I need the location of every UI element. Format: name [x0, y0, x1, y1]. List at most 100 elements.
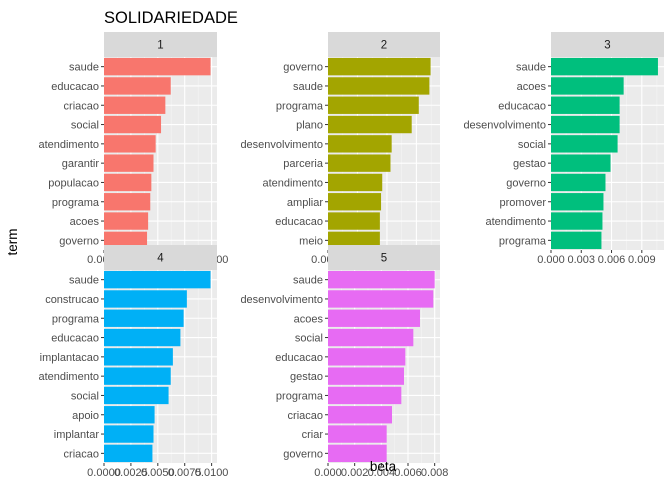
facet-panel-5: 5 0.000 0.002 0.004 0.006 0.008 saude desenvolv… — [240, 245, 448, 479]
y-tick-label-desenvolvimento: desenvolvimento — [240, 139, 323, 151]
y-tick-label-programa: programa — [52, 197, 100, 209]
y-tick-label-programa: programa — [52, 313, 100, 325]
bar-programa — [104, 309, 184, 327]
x-tick-label: 0.002 — [341, 467, 369, 479]
bar-educacao — [328, 212, 380, 230]
bar-desenvolvimento — [328, 290, 434, 308]
y-tick-label-meio: meio — [299, 235, 323, 247]
y-tick-label-governo: governo — [283, 62, 323, 74]
x-tick-label: 0.0050 — [141, 467, 175, 479]
bar-social — [551, 135, 618, 153]
bar-apoio — [104, 406, 155, 424]
y-tick-label-atendimento: atendimento — [38, 139, 99, 151]
bar-criacao — [104, 96, 166, 114]
y-tick-label-desenvolvimento: desenvolvimento — [240, 294, 323, 306]
bar-social — [328, 328, 414, 347]
bar-saude — [104, 270, 211, 289]
y-tick-label-programa: programa — [499, 235, 547, 247]
facet-strip — [328, 245, 440, 270]
bar-saude — [328, 77, 430, 95]
bar-meio — [328, 231, 380, 250]
facet-strip-label: 3 — [604, 40, 610, 52]
x-tick-label: 0.0000 — [87, 467, 121, 479]
x-tick-label: 0.0075 — [168, 467, 202, 479]
y-tick-label-garantir: garantir — [62, 158, 100, 170]
bar-programa — [551, 231, 602, 250]
bar-social — [104, 115, 162, 134]
y-tick-label-saude: saude — [516, 62, 546, 74]
x-axis-title: beta — [370, 459, 397, 474]
bar-educacao — [551, 96, 620, 114]
bar-governo — [104, 231, 148, 250]
x-tick-label: 0.009 — [628, 254, 656, 266]
y-tick-label-saude: saude — [293, 275, 323, 287]
bar-criar — [328, 425, 387, 443]
bar-governo — [551, 173, 606, 192]
bar-acoes — [328, 309, 420, 327]
y-tick-label-saude: saude — [69, 275, 99, 287]
bar-plano — [328, 115, 412, 134]
facet-strip — [104, 32, 217, 57]
bar-saude — [328, 270, 435, 289]
facet-strip-label: 4 — [157, 253, 164, 265]
bar-populacao — [104, 173, 152, 192]
y-tick-label-atendimento: atendimento — [38, 371, 99, 383]
y-tick-label-governo: governo — [283, 448, 323, 460]
y-tick-label-social: social — [518, 139, 546, 151]
facet-strip — [551, 32, 664, 57]
y-tick-label-educacao: educacao — [498, 100, 546, 112]
y-tick-label-criacao: criacao — [64, 448, 99, 460]
y-tick-label-social: social — [295, 333, 323, 345]
bar-criacao — [328, 406, 392, 424]
y-tick-label-social: social — [71, 120, 99, 132]
bar-desenvolvimento — [328, 135, 392, 153]
y-tick-label-saude: saude — [293, 81, 323, 93]
y-tick-label-criacao: criacao — [64, 100, 99, 112]
facet-strip — [104, 245, 217, 270]
bar-implantacao — [104, 348, 173, 366]
y-tick-label-implantar: implantar — [54, 429, 100, 441]
y-tick-label-acoes: acoes — [294, 313, 324, 325]
y-tick-label-acoes: acoes — [517, 81, 547, 93]
bar-educacao — [104, 77, 171, 95]
facet-strip — [328, 32, 440, 57]
y-tick-label-gestao: gestao — [513, 158, 546, 170]
y-tick-label-governo: governo — [59, 235, 99, 247]
y-tick-label-promover: promover — [500, 197, 547, 209]
bar-governo — [328, 57, 431, 76]
x-tick-label: 0.0100 — [195, 467, 229, 479]
facet-panel-2: 20.00000.00250.00500.0075governosaudepro… — [240, 32, 440, 266]
bar-social — [104, 386, 169, 405]
bar-atendimento — [551, 212, 603, 230]
x-tick-label: 0.003 — [568, 254, 596, 266]
bar-atendimento — [104, 367, 171, 385]
facet-strip-label: 2 — [381, 40, 387, 52]
y-tick-label-saude: saude — [69, 62, 99, 74]
y-tick-label-educacao: educacao — [51, 81, 99, 93]
bar-criacao — [104, 444, 153, 463]
bar-governo — [328, 444, 387, 463]
facet-strip-label: 1 — [157, 40, 163, 52]
bar-educacao — [328, 348, 406, 366]
bar-programa — [328, 386, 402, 405]
y-tick-label-implantacao: implantacao — [40, 352, 99, 364]
y-axis-title: term — [5, 229, 20, 256]
x-tick-label: 0.004 — [368, 467, 396, 479]
bar-saude — [551, 57, 658, 76]
x-tick-label: 0.006 — [598, 254, 626, 266]
facet-panel-3: 3 0.000 0.003 0.006 0.009 saude acoes educacao d… — [463, 32, 664, 266]
bar-atendimento — [328, 173, 383, 192]
y-tick-label-criacao: criacao — [288, 410, 323, 422]
y-tick-label-educacao: educacao — [51, 333, 99, 345]
y-tick-label-criar: criar — [302, 429, 324, 441]
x-tick-label: 0.008 — [421, 467, 449, 479]
y-tick-label-educacao: educacao — [275, 216, 323, 228]
y-tick-label-plano: plano — [296, 120, 323, 132]
x-tick-label: 0.0025 — [114, 467, 148, 479]
bar-ampliar — [328, 193, 382, 211]
y-tick-label-parceria: parceria — [283, 158, 324, 170]
bar-programa — [104, 193, 151, 211]
